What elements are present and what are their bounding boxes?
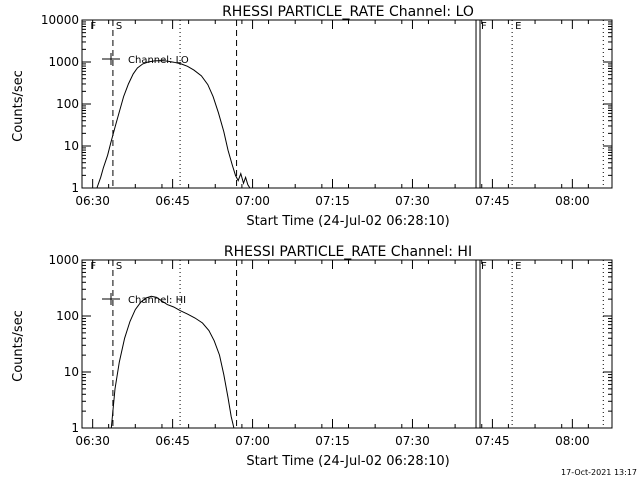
marker-label: F <box>90 261 96 272</box>
x-tick-label: 06:30 <box>75 434 110 448</box>
x-tick-label: 06:45 <box>155 194 190 208</box>
marker-label: S <box>116 261 122 272</box>
marker-label: F <box>90 21 96 32</box>
footer-timestamp: 17-Oct-2021 13:17 <box>561 468 637 477</box>
x-tick-label: 08:00 <box>555 194 590 208</box>
x-tick-label: 07:00 <box>235 194 270 208</box>
marker-label: S <box>116 21 122 32</box>
x-tick-label: 07:15 <box>315 434 350 448</box>
panel-hi-ylabel: Counts/sec <box>11 310 26 382</box>
y-tick-label: 1 <box>71 181 79 195</box>
y-tick-label: 1000 <box>48 55 79 69</box>
x-tick-label: 07:45 <box>475 434 510 448</box>
panel-lo: RHESSI PARTICLE_RATE Channel: LO Start T… <box>11 4 613 229</box>
x-tick-label: 08:00 <box>555 434 590 448</box>
marker-label: E <box>515 21 521 32</box>
marker-label: F <box>481 261 487 272</box>
x-tick-label: 06:45 <box>155 434 190 448</box>
y-tick-label: 1 <box>71 421 79 435</box>
series-line-hi <box>110 295 235 429</box>
panel-hi: RHESSI PARTICLE_RATE Channel: HI Start T… <box>11 244 613 469</box>
marker-label: E <box>515 261 521 272</box>
panel-lo-plot: 1 10 100 1000 10000 06:30 06:45 07:00 07:15 07:30… <box>41 13 613 208</box>
panel-lo-xlabel: Start Time (24-Jul-02 06:28:10) <box>246 214 449 229</box>
panel-hi-xlabel: Start Time (24-Jul-02 06:28:10) <box>246 454 449 469</box>
y-tick-label: 100 <box>56 309 79 323</box>
x-tick-label: 07:00 <box>235 434 270 448</box>
panel-hi-plot: 1 10 100 1000 06:30 06:45 07:00 07:15 07:30 07:45… <box>48 253 613 448</box>
legend-label: Channel: HI <box>128 295 186 306</box>
panel-lo-ylabel: Counts/sec <box>11 70 26 142</box>
x-tick-label: 07:15 <box>315 194 350 208</box>
x-tick-label: 06:30 <box>75 194 110 208</box>
y-tick-label: 10 <box>64 139 79 153</box>
panel-lo-title: RHESSI PARTICLE_RATE Channel: LO <box>222 4 474 20</box>
y-tick-label: 1000 <box>48 253 79 267</box>
y-tick-label: 100 <box>56 97 79 111</box>
x-tick-label: 07:30 <box>395 434 430 448</box>
series-line-lo <box>96 60 251 189</box>
y-tick-label: 10000 <box>41 13 79 27</box>
x-tick-label: 07:30 <box>395 194 430 208</box>
marker-label: F <box>481 21 487 32</box>
panel-hi-title: RHESSI PARTICLE_RATE Channel: HI <box>224 244 472 260</box>
plot-frame <box>81 259 613 429</box>
y-tick-label: 10 <box>64 365 79 379</box>
x-tick-label: 07:45 <box>475 194 510 208</box>
